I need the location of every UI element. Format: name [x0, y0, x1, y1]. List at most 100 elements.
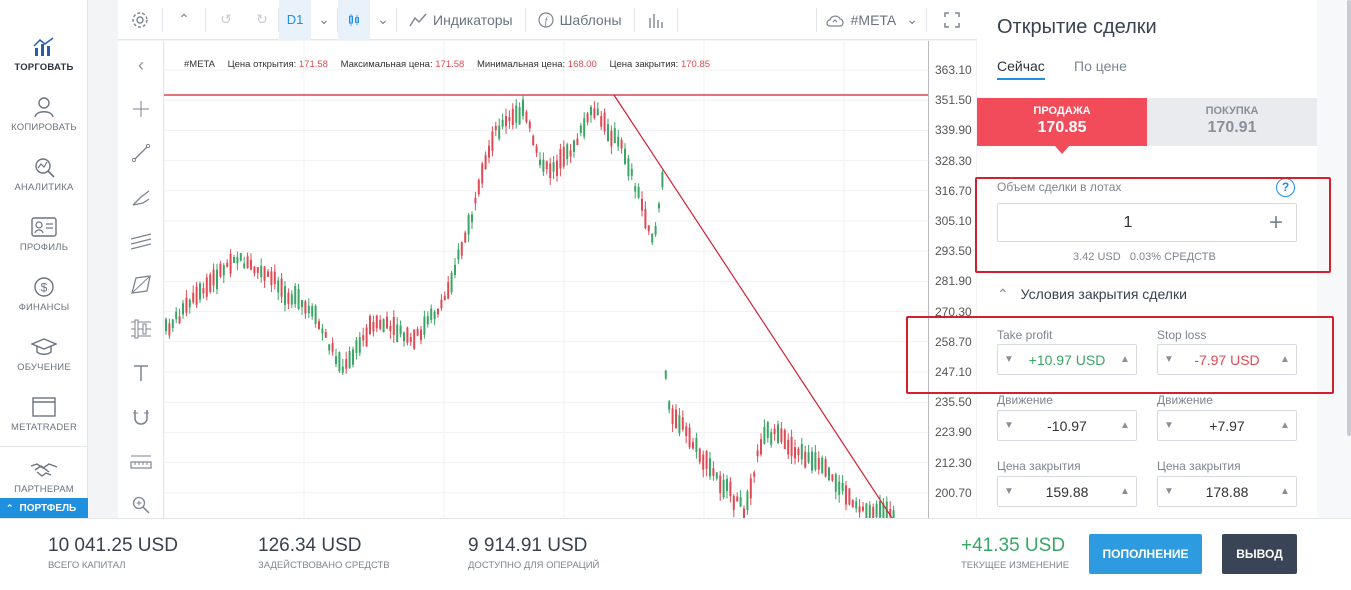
volume-input[interactable]: 1 +: [997, 203, 1297, 242]
price-tick: 270.30: [935, 304, 972, 319]
plus-icon[interactable]: +: [1268, 208, 1283, 236]
candle-body: [209, 274, 212, 292]
candle-body: [875, 504, 878, 517]
nav-item-education[interactable]: ОБУЧЕНИЕ: [0, 336, 88, 396]
sell-button[interactable]: ПРОДАЖА 170.85: [977, 98, 1147, 146]
candle-body: [253, 266, 256, 274]
chart-type-button[interactable]: [338, 0, 370, 40]
stop-loss-stepper[interactable]: ▼ -7.97 USD ▲: [1157, 344, 1297, 375]
help-icon[interactable]: ?: [1276, 178, 1295, 197]
triangle-down-icon[interactable]: ▼: [1004, 420, 1014, 431]
volume-bars-button[interactable]: [635, 0, 677, 40]
templates-button[interactable]: f Шаблоны: [526, 0, 634, 40]
tp-close-price-stepper[interactable]: ▼ 159.88 ▲: [997, 476, 1137, 507]
trend-line[interactable]: [613, 94, 894, 518]
trend-line-tool[interactable]: [118, 131, 164, 175]
triangle-down-icon[interactable]: ▼: [1164, 486, 1174, 497]
candle-body: [824, 459, 827, 477]
candlestick-chart[interactable]: [164, 41, 928, 518]
candle-body: [688, 427, 691, 448]
candle-body: [375, 315, 378, 329]
candle-body: [787, 439, 790, 455]
candle-body: [831, 474, 834, 481]
indicators-button[interactable]: Индикаторы: [397, 0, 525, 40]
triangle-down-icon[interactable]: ▼: [1164, 354, 1174, 365]
undo-button[interactable]: ↺: [206, 0, 246, 40]
fullscreen-button[interactable]: [927, 0, 977, 40]
triangle-down-icon[interactable]: ▼: [1004, 354, 1014, 365]
pitchfork-tool[interactable]: [118, 175, 164, 219]
triangle-up-icon[interactable]: ▲: [1280, 486, 1290, 497]
price-chart[interactable]: #META Цена открытия: 171.58 Максимальная…: [164, 41, 928, 518]
candle-body: [668, 401, 671, 410]
trade-panel-scrollbar[interactable]: [1317, 0, 1351, 518]
symbol-selector[interactable]: #META ⌄: [817, 0, 926, 40]
fibonacci-tool[interactable]: [118, 307, 164, 351]
tp-move-stepper[interactable]: ▼ -10.97 ▲: [997, 410, 1137, 441]
triangle-down-icon[interactable]: ▼: [1004, 486, 1014, 497]
magnet-tool[interactable]: [118, 395, 164, 439]
tab-by-price[interactable]: По цене: [1074, 58, 1127, 74]
indicators-icon: [409, 13, 427, 26]
available-stat: 9 914.91 USD ДОСТУПНО ДЛЯ ОПЕРАЦИЙ: [468, 535, 599, 571]
buy-button[interactable]: ПОКУПКА 170.91: [1147, 98, 1317, 146]
scrollbar-thumb[interactable]: [1347, 0, 1351, 436]
chevron-up-icon: ⌃: [178, 11, 190, 27]
redo-button[interactable]: ↻: [246, 0, 278, 40]
triangle-up-icon[interactable]: ▲: [1120, 420, 1130, 431]
candle-body: [260, 265, 263, 277]
tab-now[interactable]: Сейчас: [997, 58, 1045, 80]
nav-item-partners[interactable]: ПАРТНЕРАМ: [0, 460, 88, 520]
timeframe-button[interactable]: D1: [279, 0, 311, 40]
nav-item-profile[interactable]: ПРОФИЛЬ: [0, 216, 88, 276]
ruler-tool[interactable]: [118, 439, 164, 483]
sl-close-price-stepper[interactable]: ▼ 178.88 ▲: [1157, 476, 1297, 507]
sl-move-stepper[interactable]: ▼ +7.97 ▲: [1157, 410, 1297, 441]
toolbar-separator: [633, 7, 635, 32]
chevron-down-icon: ⌄: [906, 11, 918, 27]
candle-body: [773, 428, 776, 435]
candle-body: [542, 159, 545, 172]
candle-body: [698, 448, 701, 463]
nav-item-metatrader[interactable]: METATRADER: [0, 396, 88, 456]
timeframe-dropdown[interactable]: ⌄: [311, 0, 337, 40]
triangle-up-icon[interactable]: ▲: [1280, 354, 1290, 365]
candle-body: [362, 335, 365, 341]
candle-body: [681, 417, 684, 430]
collapse-button[interactable]: ⌃: [163, 0, 205, 40]
price-tick: 328.30: [935, 153, 972, 168]
zoom-tool[interactable]: [118, 483, 164, 527]
candle-body: [304, 301, 307, 314]
channel-tool[interactable]: [118, 219, 164, 263]
crosshair-tool[interactable]: [118, 87, 164, 131]
portfolio-tab[interactable]: ⌃ ПОРТФЕЛЬ: [0, 498, 88, 518]
collapse-tools-button[interactable]: ‹: [118, 43, 164, 87]
candle-body: [522, 99, 524, 117]
current-change-value: +41.35 USD: [961, 535, 1066, 556]
triangle-up-icon[interactable]: ▲: [1120, 354, 1130, 365]
price-tick: 223.90: [935, 425, 972, 440]
nav-item-trade[interactable]: ТОРГОВАТЬ: [0, 36, 88, 96]
price-tick: 339.90: [935, 123, 972, 138]
close-conditions-toggle[interactable]: ⌃ Условия закрытия сделки: [997, 286, 1187, 303]
toolbar-separator: [926, 7, 927, 32]
cloud-upload-icon: [825, 14, 844, 27]
triangle-up-icon[interactable]: ▲: [1120, 486, 1130, 497]
nav-item-copy[interactable]: КОПИРОВАТЬ: [0, 96, 88, 156]
price-tick: 305.10: [935, 214, 972, 228]
deposit-button[interactable]: ПОПОЛНЕНИЕ: [1089, 534, 1202, 574]
triangle-down-icon[interactable]: ▼: [1164, 420, 1174, 431]
withdraw-button[interactable]: ВЫВОД: [1222, 534, 1297, 574]
triangle-up-icon[interactable]: ▲: [1280, 420, 1290, 431]
nav-item-finance[interactable]: $ ФИНАНСЫ: [0, 276, 88, 336]
settings-button[interactable]: [118, 0, 162, 40]
candle-body: [739, 497, 742, 507]
chart-toolbar: ⌃ ↺ ↻ D1 ⌄ ⌄ Индикаторы: [118, 0, 977, 40]
parallel-channel-icon: [130, 233, 152, 250]
take-profit-stepper[interactable]: ▼ +10.97 USD ▲: [997, 344, 1137, 375]
text-tool[interactable]: [118, 351, 164, 395]
shape-tool[interactable]: [118, 263, 164, 307]
nav-item-analytics[interactable]: АНАЛИТИКА: [0, 156, 88, 216]
chart-type-dropdown[interactable]: ⌄: [370, 0, 396, 40]
price-axis[interactable]: 363.10 351.50 339.90 328.30 316.70 305.10 293.…: [928, 41, 976, 518]
